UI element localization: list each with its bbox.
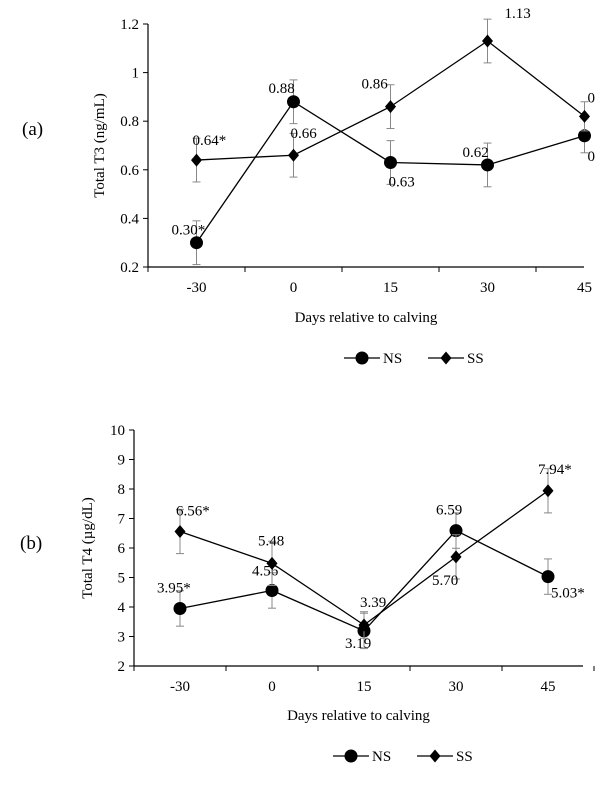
y-tick-label: 7 [118,512,126,528]
y-axis-title: Total T3 (ng/mL) [92,93,108,198]
data-label-NS: 6.59 [436,503,462,519]
legend-marker-SS [429,749,441,763]
legend-label-NS: NS [383,351,402,367]
y-axis-title: Total T4 (µg/dL) [80,497,96,598]
y-tick-label: 3 [118,630,126,646]
data-label-SS: 5.48 [258,533,284,549]
data-label-SS: 0.82 [588,90,596,106]
legend-marker-SS [440,351,452,365]
data-point-SS [174,524,186,538]
data-label-SS: 7.94* [538,462,572,478]
data-point-SS [266,556,278,570]
legend-label-SS: SS [456,749,473,765]
y-tick-label: 0.4 [120,211,139,227]
data-label-SS: 1.13 [505,6,531,22]
data-point-SS [191,153,202,167]
y-tick-label: 10 [110,423,125,439]
data-label-NS: 0.74 [588,149,596,165]
data-point-NS [287,95,300,109]
data-label-SS: 5.70 [432,573,458,589]
data-label-NS: 0.30* [172,223,206,239]
y-tick-label: 6 [118,541,126,557]
x-axis-title: Days relative to calving [295,310,438,326]
x-tick-label: 45 [541,679,556,695]
x-tick-label: -30 [187,280,207,296]
y-tick-label: 1 [132,66,140,82]
x-tick-label: 30 [480,280,495,296]
data-label-NS: 3.95* [157,580,191,596]
x-tick-label: 0 [268,679,276,695]
data-point-SS [288,148,299,162]
data-point-NS [265,583,279,597]
data-point-NS [481,158,494,172]
y-tick-label: 9 [118,453,126,469]
y-tick-label: 0.8 [120,114,139,130]
data-point-NS [190,236,203,250]
y-tick-label: 1.2 [120,17,139,33]
panel-label: (a) [22,119,43,140]
data-point-SS [450,550,462,564]
data-point-SS [385,100,396,114]
x-axis-title: Days relative to calving [287,708,430,724]
data-label-SS: 0.64* [193,133,227,149]
x-tick-label: -30 [170,679,190,695]
data-point-NS [541,570,555,584]
data-label-NS: 0.63 [389,175,415,191]
data-label-SS: 6.56* [176,503,210,519]
y-tick-label: 2 [118,659,126,675]
data-point-NS [173,601,187,615]
panel-label: (b) [20,533,42,554]
legend-marker-NS [355,351,369,365]
x-tick-label: 15 [357,679,372,695]
legend-label-SS: SS [467,351,484,367]
x-tick-label: 15 [383,280,398,296]
y-tick-label: 4 [118,600,126,616]
data-label-SS: 0.66 [291,126,318,142]
data-point-SS [542,484,554,498]
y-tick-label: 5 [118,571,126,587]
x-tick-label: 45 [577,280,592,296]
y-tick-label: 0.6 [120,163,139,179]
data-label-NS: 3.19 [345,636,371,652]
y-tick-label: 8 [118,482,126,498]
data-label-NS: 0.88 [269,81,295,97]
data-label-NS: 5.03* [551,586,585,602]
data-point-SS [358,618,370,632]
x-tick-label: 0 [290,280,298,296]
data-label-SS: 3.39 [360,595,386,611]
data-label-SS: 0.86 [362,77,389,93]
legend-marker-NS [344,749,358,763]
data-point-NS [384,156,397,170]
legend-label-NS: NS [372,749,391,765]
y-tick-label: 0.2 [120,260,139,276]
data-point-SS [482,34,493,48]
data-point-NS [449,524,463,538]
data-point-SS [579,109,590,123]
x-tick-label: 30 [449,679,464,695]
data-label-NS: 0.62 [463,145,489,161]
data-point-NS [578,129,591,143]
